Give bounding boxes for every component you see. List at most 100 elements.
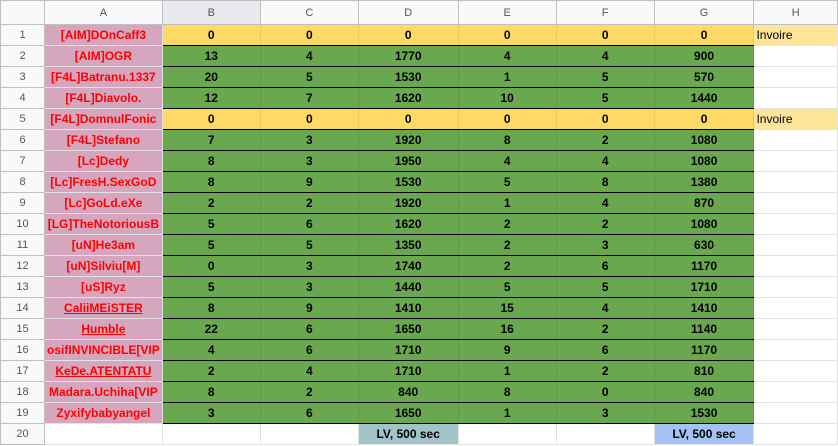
cell-f[interactable]: 2	[555, 129, 655, 151]
cell-b[interactable]: 0	[161, 255, 261, 277]
lv-label-g[interactable]: LV, 500 sec	[653, 423, 755, 445]
cell-b[interactable]: 0	[161, 108, 261, 130]
cell-f[interactable]: 0	[555, 108, 655, 130]
cell-c[interactable]: 5	[259, 66, 359, 88]
cell-c[interactable]: 6	[259, 213, 359, 235]
cell-a[interactable]	[44, 423, 163, 445]
cell-f[interactable]: 8	[555, 171, 655, 193]
player-name-cell[interactable]: [Lc]GoLd.eXe	[44, 192, 163, 214]
cell-c[interactable]: 0	[259, 24, 359, 46]
cell-d[interactable]: 840	[357, 381, 459, 403]
cell-g[interactable]: 1710	[653, 276, 755, 298]
cell-d[interactable]: 1410	[357, 297, 459, 319]
cell-e[interactable]	[457, 423, 557, 445]
cell-d[interactable]: 1710	[357, 339, 459, 361]
row-header[interactable]: 19	[0, 402, 46, 424]
cell-f[interactable]: 4	[555, 150, 655, 172]
cell-d[interactable]: 1920	[357, 129, 459, 151]
cell-d[interactable]: 1620	[357, 213, 459, 235]
row-header[interactable]: 3	[0, 66, 46, 88]
cell-d[interactable]: 1650	[357, 402, 459, 424]
cell-f[interactable]: 6	[555, 255, 655, 277]
cell-d[interactable]: 1350	[357, 234, 459, 256]
cell-g[interactable]: 1170	[653, 255, 755, 277]
cell-c[interactable]: 3	[259, 150, 359, 172]
cell-b[interactable]: 7	[161, 129, 261, 151]
player-name-cell[interactable]: [uN]Silviu[M]	[44, 255, 163, 277]
note-cell-h[interactable]	[753, 66, 838, 88]
cell-e[interactable]: 1	[457, 360, 557, 382]
cell-f[interactable]: 4	[555, 45, 655, 67]
player-name-cell[interactable]: Humble	[44, 318, 163, 340]
cell-f[interactable]: 2	[555, 360, 655, 382]
note-cell-h[interactable]	[753, 87, 838, 109]
cell-c[interactable]: 2	[259, 192, 359, 214]
player-name-cell[interactable]: [F4L]DomnulFonic	[44, 108, 163, 130]
cell-b[interactable]: 2	[161, 192, 261, 214]
row-header[interactable]: 17	[0, 360, 46, 382]
cell-b[interactable]: 8	[161, 381, 261, 403]
column-header-e[interactable]: E	[457, 0, 557, 25]
note-cell-h[interactable]	[753, 339, 838, 361]
note-cell-h[interactable]	[753, 192, 838, 214]
cell-c[interactable]: 4	[259, 45, 359, 67]
row-header[interactable]: 9	[0, 192, 46, 214]
cell-g[interactable]: 870	[653, 192, 755, 214]
cell-e[interactable]: 1	[457, 66, 557, 88]
player-name-cell[interactable]: [AIM]DOnCaff3	[44, 24, 163, 46]
player-name-cell[interactable]: [LG]TheNotoriousB	[44, 213, 163, 235]
cell-e[interactable]: 2	[457, 213, 557, 235]
cell-g[interactable]: 1080	[653, 213, 755, 235]
column-header-g[interactable]: G	[653, 0, 755, 25]
row-header[interactable]: 18	[0, 381, 46, 403]
cell-g[interactable]: 1440	[653, 87, 755, 109]
cell-c[interactable]: 9	[259, 171, 359, 193]
row-header[interactable]: 5	[0, 108, 46, 130]
row-header[interactable]: 10	[0, 213, 46, 235]
cell-g[interactable]: 840	[653, 381, 755, 403]
note-cell-h[interactable]	[753, 402, 838, 424]
cell-d[interactable]: 1530	[357, 66, 459, 88]
player-name-cell[interactable]: Madara.Uchiha[VIP	[44, 381, 163, 403]
note-cell-h[interactable]: Invoire	[753, 108, 838, 130]
player-name-cell[interactable]: [AIM]OGR	[44, 45, 163, 67]
cell-c[interactable]: 9	[259, 297, 359, 319]
player-name-cell[interactable]: [Lc]Dedy	[44, 150, 163, 172]
row-header[interactable]: 11	[0, 234, 46, 256]
player-name-cell[interactable]: [F4L]Batranu.1337	[44, 66, 163, 88]
cell-h[interactable]	[753, 423, 838, 445]
cell-d[interactable]: 0	[357, 24, 459, 46]
row-header[interactable]: 15	[0, 318, 46, 340]
cell-b[interactable]: 5	[161, 234, 261, 256]
cell-c[interactable]: 6	[259, 402, 359, 424]
cell-g[interactable]: 1140	[653, 318, 755, 340]
cell-g[interactable]: 1530	[653, 402, 755, 424]
note-cell-h[interactable]	[753, 45, 838, 67]
column-header-f[interactable]: F	[555, 0, 655, 25]
cell-e[interactable]: 2	[457, 255, 557, 277]
cell-c[interactable]: 3	[259, 276, 359, 298]
cell-b[interactable]: 22	[161, 318, 261, 340]
cell-b[interactable]: 2	[161, 360, 261, 382]
cell-c[interactable]: 6	[259, 339, 359, 361]
note-cell-h[interactable]	[753, 234, 838, 256]
cell-g[interactable]: 1410	[653, 297, 755, 319]
cell-e[interactable]: 2	[457, 234, 557, 256]
cell-f[interactable]: 0	[555, 24, 655, 46]
cell-c[interactable]	[259, 423, 359, 445]
row-header[interactable]: 12	[0, 255, 46, 277]
cell-e[interactable]: 8	[457, 129, 557, 151]
cell-c[interactable]: 7	[259, 87, 359, 109]
cell-b[interactable]: 12	[161, 87, 261, 109]
cell-f[interactable]: 4	[555, 192, 655, 214]
cell-e[interactable]: 1	[457, 402, 557, 424]
column-header-d[interactable]: D	[357, 0, 459, 25]
cell-g[interactable]: 1380	[653, 171, 755, 193]
note-cell-h[interactable]	[753, 318, 838, 340]
cell-g[interactable]: 0	[653, 24, 755, 46]
row-header[interactable]: 7	[0, 150, 46, 172]
cell-d[interactable]: 1950	[357, 150, 459, 172]
cell-e[interactable]: 8	[457, 381, 557, 403]
cell-e[interactable]: 1	[457, 192, 557, 214]
cell-d[interactable]: 1920	[357, 192, 459, 214]
